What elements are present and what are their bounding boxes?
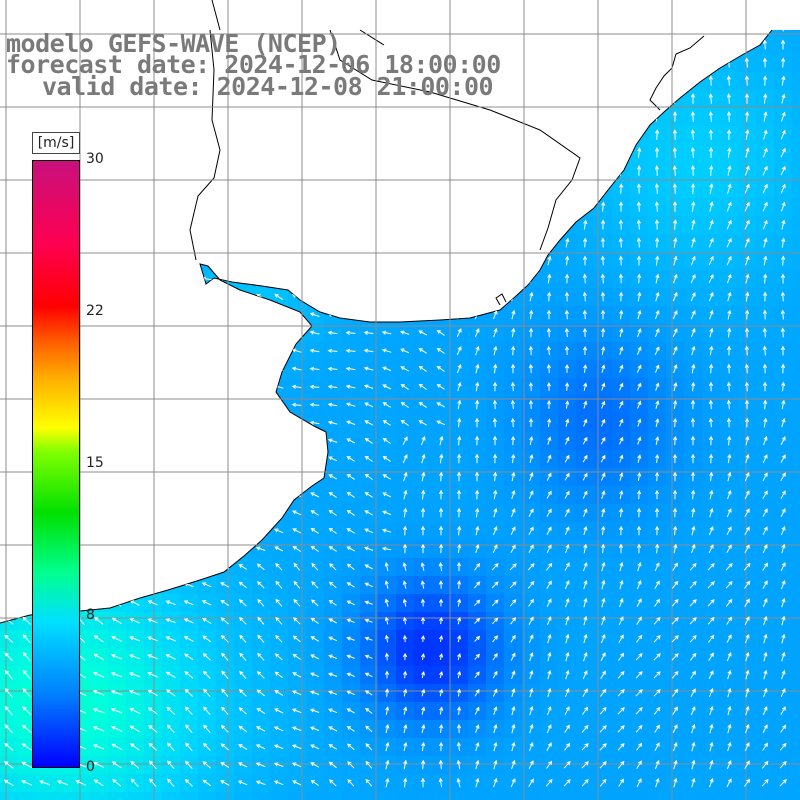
colorbar (32, 160, 80, 768)
colorbar-tick-8: 8 (86, 607, 95, 623)
colorbar-tick-15: 15 (86, 455, 104, 471)
coastline (0, 29, 773, 624)
model-title: modelo GEFS-WAVE (NCEP) (6, 29, 341, 58)
colorbar-tick-30: 30 (86, 151, 104, 167)
colorbar-tick-0: 0 (86, 759, 95, 775)
valid-date: valid date: 2024-12-08 21:00:00 (42, 72, 494, 101)
colorbar-tick-22: 22 (86, 303, 104, 319)
border-lines (189, 0, 705, 306)
forecast-date: forecast date: 2024-12-06 18:00:00 (6, 50, 501, 79)
colorbar-unit: [m/s] (32, 132, 80, 154)
